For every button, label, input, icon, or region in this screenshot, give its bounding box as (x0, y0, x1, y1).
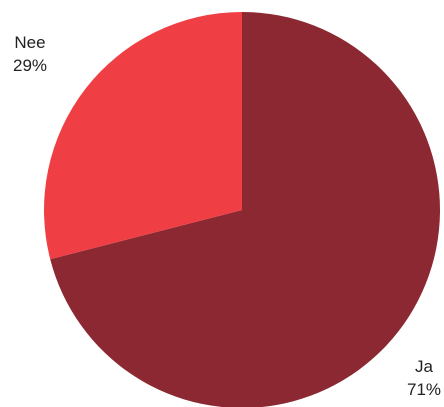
pie-slice-ja (50, 12, 440, 407)
pie-slice-nee (43, 12, 242, 260)
slice-label-ja: Ja (415, 357, 434, 376)
pie-slices (43, 12, 440, 407)
slice-value-ja: 71% (407, 380, 441, 399)
slice-label-nee: Nee (14, 33, 45, 52)
slice-value-nee: 29% (13, 56, 47, 75)
